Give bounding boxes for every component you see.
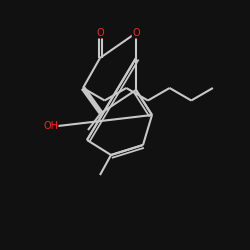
Text: O: O <box>96 28 104 38</box>
Text: OH: OH <box>43 121 58 131</box>
Text: O: O <box>132 28 140 38</box>
